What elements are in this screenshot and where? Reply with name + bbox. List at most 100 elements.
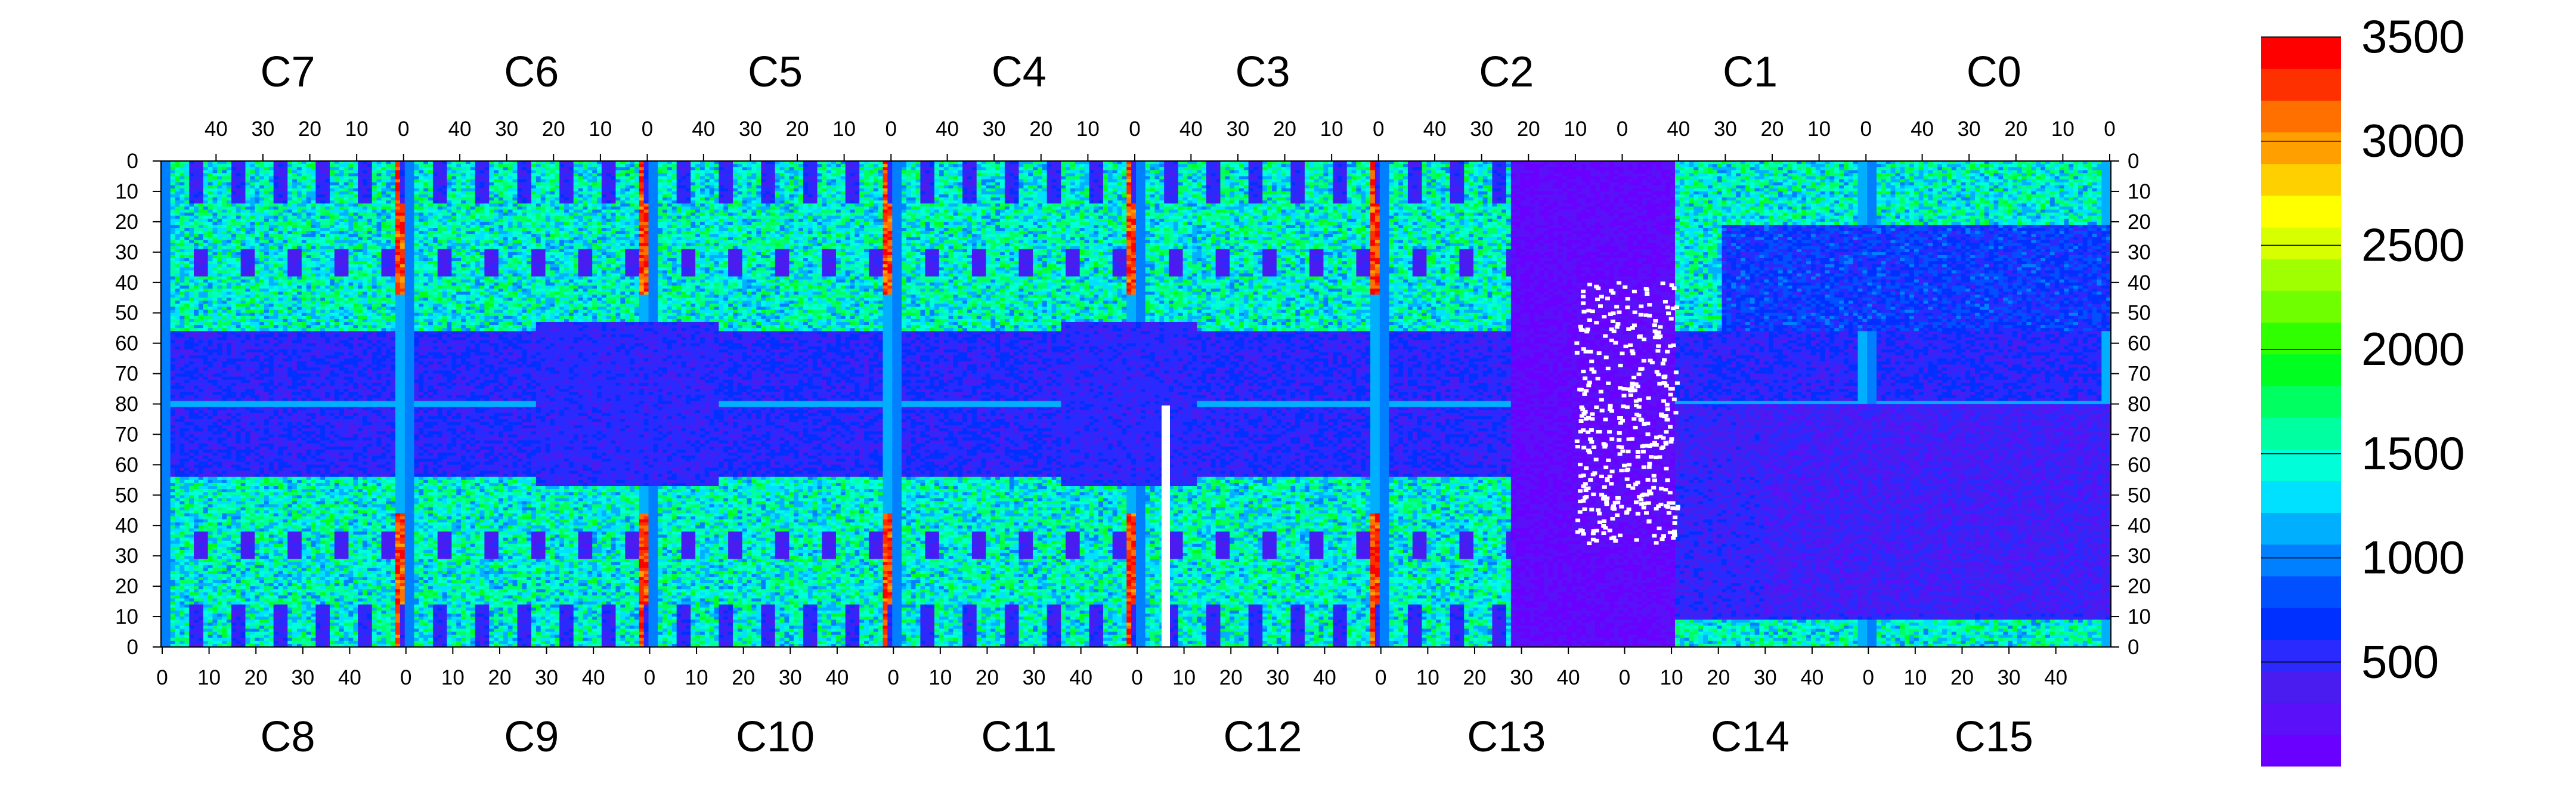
heatmap-cell: [1089, 173, 1094, 177]
heatmap-cell: [1586, 170, 1591, 174]
heatmap-cell: [1989, 164, 1994, 168]
heatmap-cell: [864, 164, 869, 168]
heatmap-cell: [522, 164, 527, 168]
heatmap-cell: [274, 173, 278, 177]
heatmap-cell: [1159, 170, 1164, 174]
heatmap-cell: [728, 164, 733, 168]
heatmap-cell: [1788, 170, 1792, 174]
heatmap-cell: [391, 167, 395, 171]
heatmap-cell: [1230, 170, 1234, 174]
heatmap-cell: [714, 167, 719, 171]
heatmap-cell: [1619, 164, 1624, 168]
heatmap-cell: [602, 164, 606, 168]
heatmap-cell: [770, 170, 775, 174]
heatmap-cell: [939, 167, 944, 171]
heatmap-cell: [269, 167, 274, 171]
heatmap-cell: [1797, 167, 1801, 171]
heatmap-cell: [1187, 173, 1192, 177]
heatmap-cell: [1174, 173, 1178, 177]
heatmap-cell: [1544, 164, 1549, 168]
heatmap-cell: [1905, 164, 1909, 168]
heatmap-cell: [672, 173, 677, 177]
heatmap-cell: [199, 164, 203, 168]
heatmap-cell: [902, 164, 906, 168]
heatmap-cell: [189, 173, 194, 177]
heatmap-cell: [667, 167, 672, 171]
heatmap-cell: [335, 167, 339, 171]
heatmap-cell: [1886, 167, 1891, 171]
heatmap-cell: [1614, 170, 1619, 174]
heatmap-cell: [1984, 170, 1989, 174]
heatmap-cell: [1464, 164, 1469, 168]
heatmap-cell: [1375, 170, 1380, 174]
heatmap-cell: [1769, 167, 1773, 171]
heatmap-cell: [1422, 164, 1427, 168]
heatmap-cell: [1422, 170, 1427, 174]
heatmap-cell: [1239, 167, 1244, 171]
heatmap-cell: [306, 164, 311, 168]
heatmap-cell: [259, 170, 264, 174]
heatmap-cell: [1928, 164, 1933, 168]
heatmap-cell: [559, 167, 564, 171]
heatmap-cell: [916, 167, 921, 171]
heatmap-cell: [1544, 170, 1549, 174]
heatmap-cell: [742, 164, 747, 168]
heatmap-cell: [738, 170, 742, 174]
heatmap-cell: [1239, 164, 1244, 168]
heatmap-cell: [949, 167, 953, 171]
heatmap-cell: [939, 173, 944, 177]
heatmap-cell: [1038, 170, 1042, 174]
heatmap-cell: [597, 167, 602, 171]
heatmap-cell: [1755, 167, 1760, 171]
heatmap-cell: [916, 164, 921, 168]
heatmap-cell: [1652, 167, 1657, 171]
heatmap-cell: [179, 173, 184, 177]
heatmap-cell: [597, 170, 602, 174]
heatmap-cell: [1605, 164, 1609, 168]
heatmap-cell: [953, 173, 958, 177]
heatmap-cell: [1126, 164, 1131, 168]
heatmap-cell: [1375, 167, 1380, 171]
heatmap-cell: [513, 173, 518, 177]
heatmap-cell: [1000, 173, 1005, 177]
heatmap-cell: [1323, 167, 1328, 171]
heatmap-cell: [649, 173, 654, 177]
heatmap-cell: [1253, 167, 1258, 171]
heatmap-cell: [1070, 170, 1075, 174]
heatmap-cell: [986, 173, 990, 177]
heatmap-cell: [1085, 164, 1089, 168]
heatmap-cell: [1333, 167, 1337, 171]
heatmap-cell: [1633, 170, 1637, 174]
heatmap-cell: [1450, 170, 1455, 174]
heatmap-cell: [1042, 173, 1047, 177]
heatmap-cell: [283, 170, 287, 174]
heatmap-cell: [1829, 170, 1834, 174]
heatmap-cell: [1342, 170, 1347, 174]
heatmap-cell: [175, 170, 180, 174]
heatmap-cell: [386, 170, 391, 174]
heatmap-cells: [161, 161, 2111, 648]
heatmap-cell: [1806, 164, 1811, 168]
heatmap-cell: [1459, 167, 1464, 171]
heatmap-cell: [620, 164, 625, 168]
heatmap-cell: [438, 164, 442, 168]
heatmap-cell: [1891, 167, 1896, 171]
heatmap-cell: [630, 164, 634, 168]
heatmap-cell: [1778, 170, 1783, 174]
heatmap-cell: [428, 170, 433, 174]
heatmap-cell: [1258, 167, 1262, 171]
heatmap-cell: [1722, 167, 1727, 171]
heatmap-cell: [892, 167, 897, 171]
heatmap-cell: [1150, 167, 1155, 171]
heatmap-cell: [1900, 164, 1905, 168]
heatmap-cell: [808, 167, 813, 171]
heatmap-cell: [2092, 164, 2097, 168]
heatmap-cell: [634, 170, 639, 174]
heatmap-cell: [348, 164, 353, 168]
heatmap-cell: [564, 173, 569, 177]
heatmap-cell: [1225, 164, 1230, 168]
heatmap-cell: [1998, 164, 2003, 168]
heatmap-cell: [1094, 170, 1098, 174]
heatmap-cell: [1562, 167, 1567, 171]
heatmap-cell: [1947, 170, 1952, 174]
